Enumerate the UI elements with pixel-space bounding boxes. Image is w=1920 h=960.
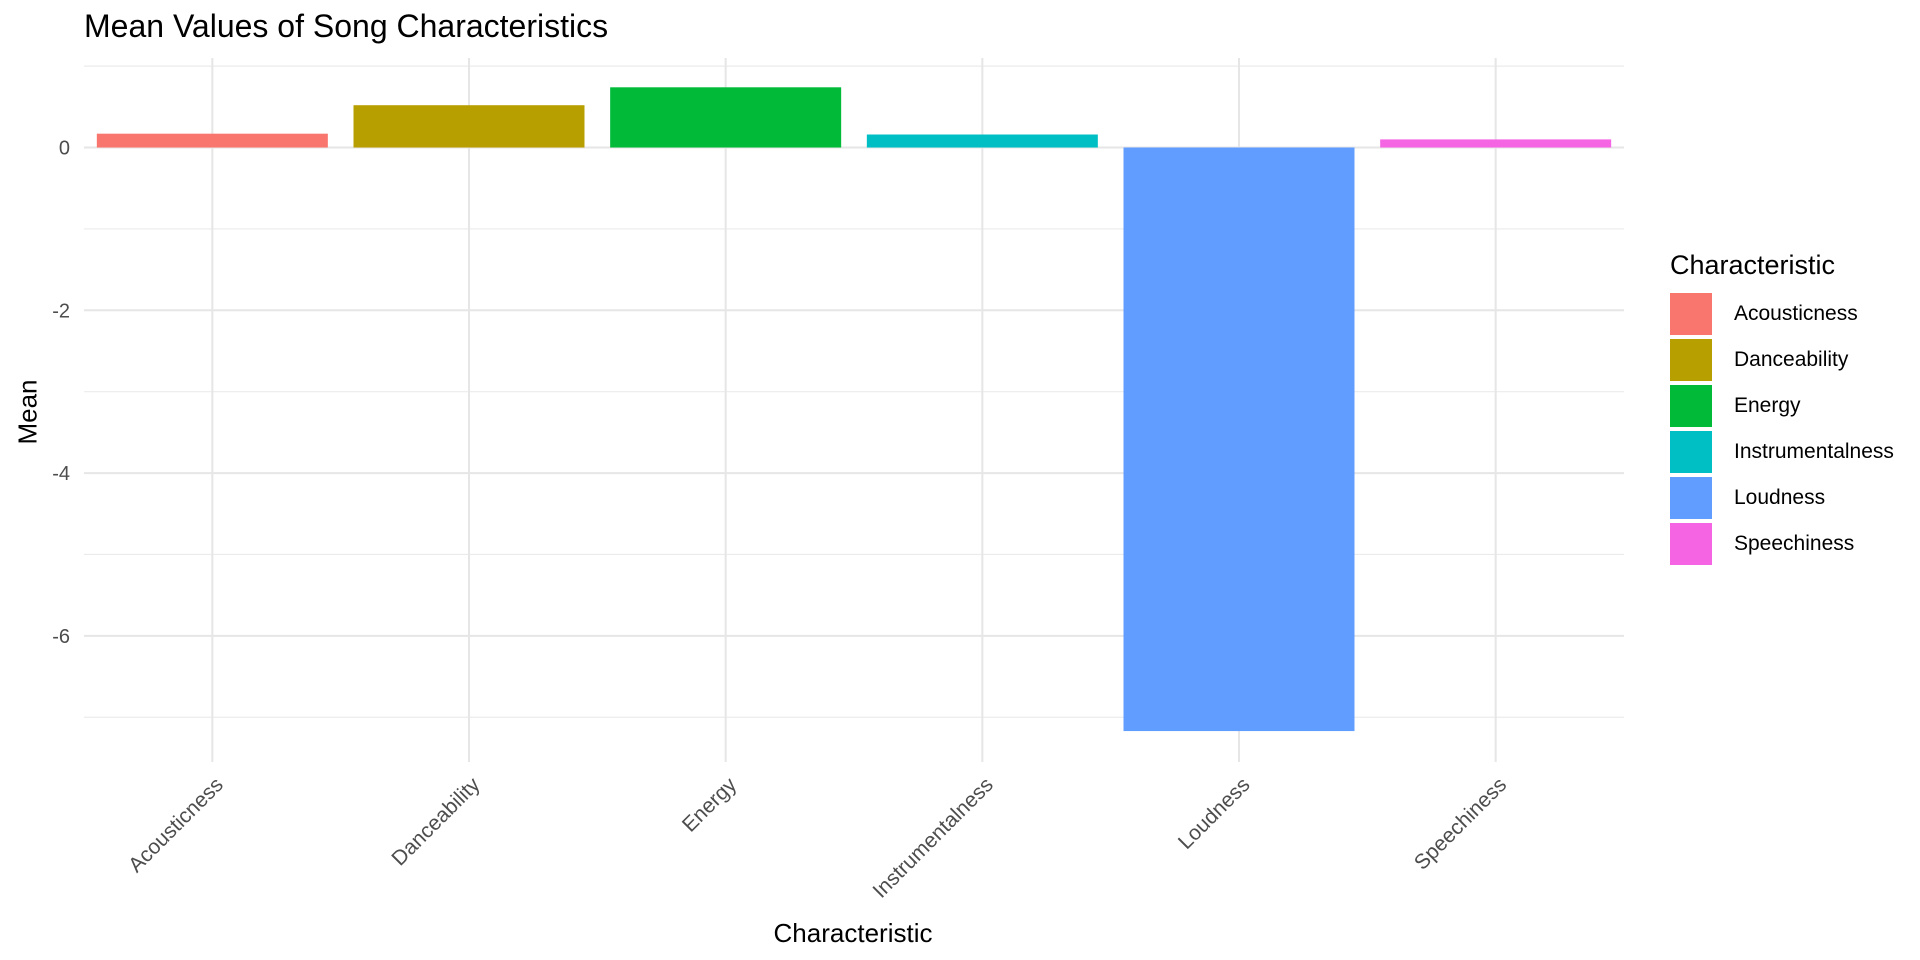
legend-item: Energy xyxy=(1670,383,1894,429)
legend-label: Instrumentalness xyxy=(1734,440,1894,463)
y-tick-label: -4 xyxy=(52,463,70,485)
legend-label: Loudness xyxy=(1734,486,1826,509)
legend-key xyxy=(1670,477,1712,519)
bar-danceability xyxy=(353,105,585,148)
y-tick-label: 0 xyxy=(59,138,70,160)
legend-key xyxy=(1670,431,1712,473)
legend-item: Danceability xyxy=(1670,337,1894,383)
x-tick-label: Loudness xyxy=(1174,773,1255,854)
bar-acousticness xyxy=(96,133,328,148)
bar-speechiness xyxy=(1380,139,1612,148)
bar-instrumentalness xyxy=(866,134,1098,148)
legend-key xyxy=(1670,385,1712,427)
legend-item: Loudness xyxy=(1670,475,1894,521)
legend-label: Energy xyxy=(1734,394,1801,417)
legend-item: Acousticness xyxy=(1670,291,1894,337)
legend-item: Speechiness xyxy=(1670,521,1894,567)
chart-title: Mean Values of Song Characteristics xyxy=(84,8,609,44)
bar-loudness xyxy=(1123,147,1355,732)
legend-label: Speechiness xyxy=(1734,532,1855,555)
legend-key xyxy=(1670,339,1712,381)
bar-energy xyxy=(610,87,842,148)
x-tick-label: Instrumentalness xyxy=(869,773,998,902)
legend-items: Acousticness Danceability Energy Instrument… xyxy=(1670,291,1894,567)
x-axis-label: Characteristic xyxy=(773,918,933,948)
legend-label: Danceability xyxy=(1734,348,1849,371)
y-tick-label: -2 xyxy=(52,300,70,322)
legend-key xyxy=(1670,523,1712,565)
legend: Characteristic Acousticness Danceability E… xyxy=(1670,250,1894,567)
x-tick-label: Acousticness xyxy=(124,773,228,877)
y-tick-label: -6 xyxy=(52,626,70,648)
x-tick-label: Energy xyxy=(678,773,742,837)
x-tick-label: Danceability xyxy=(387,773,485,871)
legend-key xyxy=(1670,293,1712,335)
legend-label: Acousticness xyxy=(1734,302,1858,325)
legend-title: Characteristic xyxy=(1670,250,1836,280)
legend-item: Instrumentalness xyxy=(1670,429,1894,475)
x-tick-label: Speechiness xyxy=(1410,773,1511,874)
